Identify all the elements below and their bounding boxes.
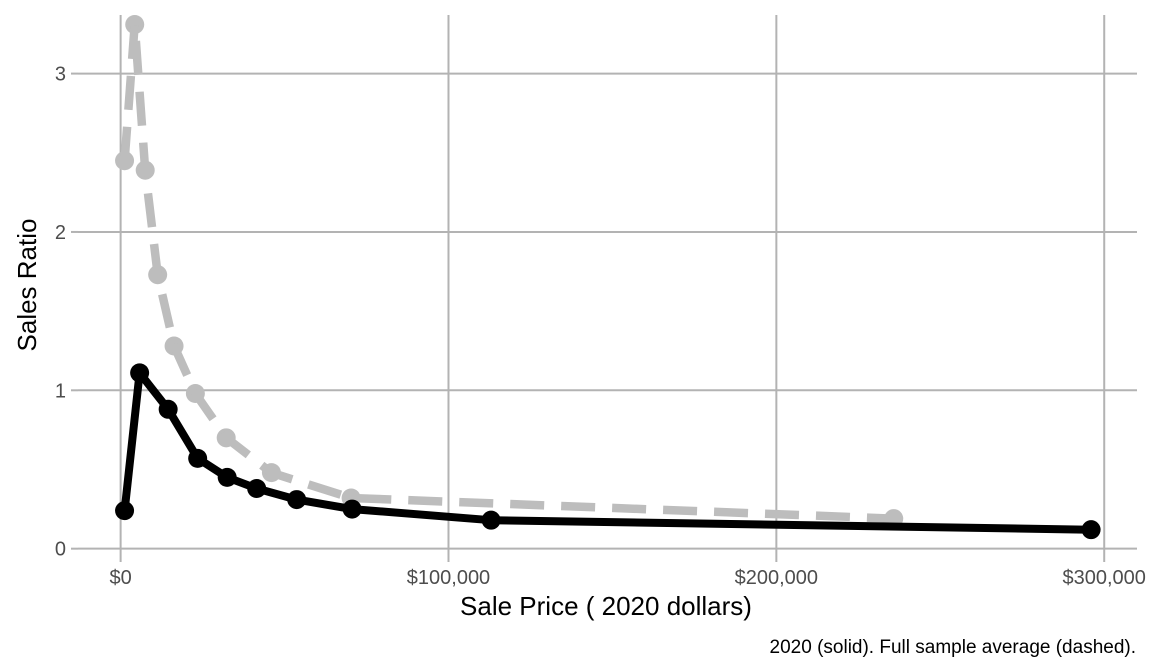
y-tick-label: 0 (55, 539, 66, 561)
x-axis-title: Sale Price ( 2020 dollars) (460, 591, 752, 621)
panel-background (78, 15, 1137, 555)
series-solid (115, 363, 1101, 540)
data-point-dashed (125, 15, 145, 35)
y-tick-label: 2 (55, 222, 66, 244)
y-tick-label: 1 (55, 380, 66, 402)
x-axis-ticks: $0 $100,000 $200,000 $300,000 (109, 555, 1146, 589)
data-series (115, 15, 1101, 540)
x-tick-label: $100,000 (407, 567, 490, 589)
x-tick-label: $200,000 (735, 567, 818, 589)
y-tick-label: 3 (55, 64, 66, 86)
series-line-dashed (120, 20, 894, 523)
y-axis-ticks: 0 1 2 3 (55, 64, 78, 561)
x-tick-label: $300,000 (1063, 567, 1146, 589)
gridlines (78, 15, 1137, 555)
chart-caption: 2020 (solid). Full sample average (dashe… (770, 637, 1136, 658)
x-tick-label: $0 (109, 567, 131, 589)
series-line-solid (120, 368, 1092, 534)
y-axis-title: Sales Ratio (12, 219, 42, 352)
